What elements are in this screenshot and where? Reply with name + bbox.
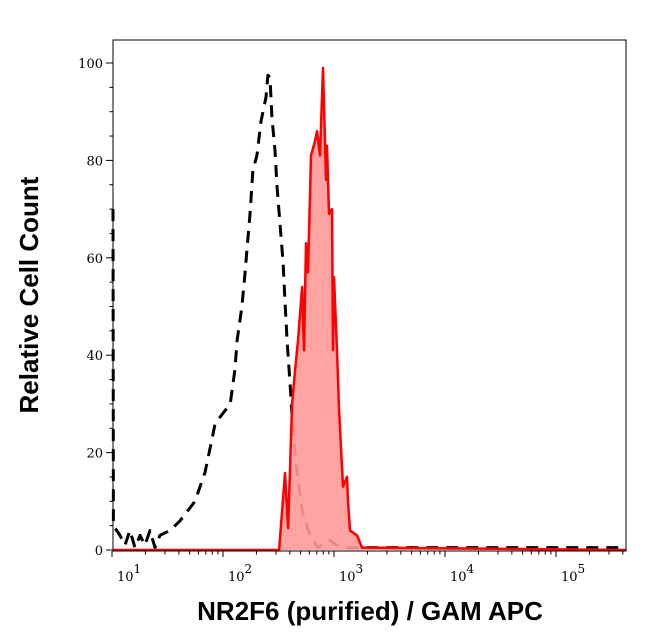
x-tick-base: 10 xyxy=(228,570,245,585)
y-tick-label: 0 xyxy=(95,544,103,559)
x-tick-label: 102 xyxy=(228,562,252,585)
x-tick-exponent: 2 xyxy=(245,562,253,576)
x-tick-exponent: 1 xyxy=(134,562,142,576)
y-axis-title: Relative Cell Count xyxy=(14,176,44,413)
x-tick-label: 101 xyxy=(117,562,141,585)
y-tick-label: 60 xyxy=(86,252,103,267)
x-tick-base: 10 xyxy=(117,570,134,585)
y-tick-label: 20 xyxy=(86,447,103,462)
series-1-line xyxy=(113,66,626,552)
series-1-fill xyxy=(113,67,626,551)
x-tick-exponent: 5 xyxy=(578,562,586,576)
x-tick-base: 10 xyxy=(339,570,356,585)
y-tick-label: 100 xyxy=(78,57,103,72)
plot-frame xyxy=(112,39,627,552)
series-layer xyxy=(111,66,626,552)
y-tick-label: 80 xyxy=(86,154,103,169)
x-tick-label: 105 xyxy=(561,562,585,585)
x-tick-exponent: 3 xyxy=(356,562,364,576)
series-0-line xyxy=(111,73,626,550)
x-tick-exponent: 4 xyxy=(467,562,475,576)
y-axis: 0 20 40 60 80 100 xyxy=(78,57,113,559)
x-tick-label: 103 xyxy=(339,562,363,585)
y-tick-label: 40 xyxy=(86,349,103,364)
x-tick-base: 10 xyxy=(561,570,578,585)
x-axis-title: NR2F6 (purified) / GAM APC xyxy=(197,596,543,626)
x-tick-label: 104 xyxy=(450,562,475,585)
x-tick-base: 10 xyxy=(450,570,467,585)
